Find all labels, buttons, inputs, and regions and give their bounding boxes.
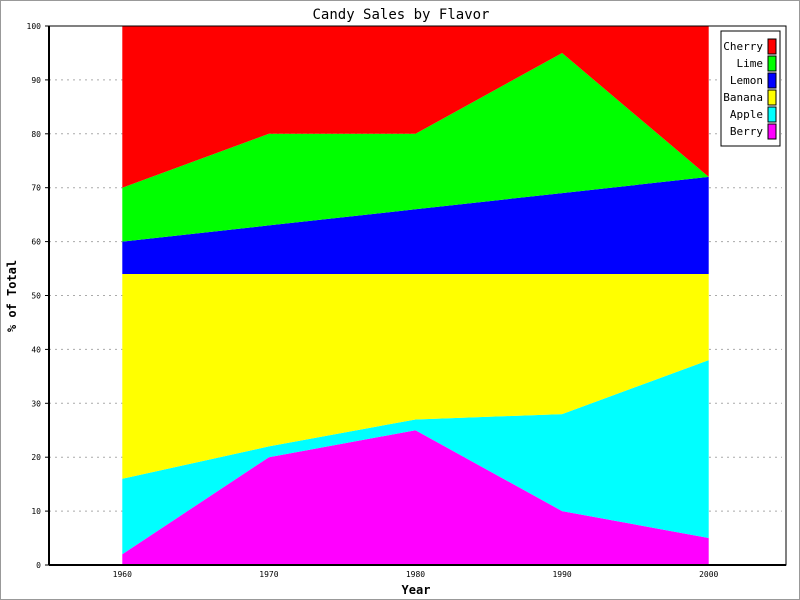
- area-lemon: [122, 176, 709, 274]
- y-tick-label: 40: [31, 345, 41, 354]
- area-cherry: [122, 26, 709, 188]
- x-tick-label: 1990: [552, 570, 571, 579]
- area-lime: [122, 52, 709, 242]
- y-tick-label: 10: [31, 507, 41, 516]
- legend-swatch-lemon: [767, 72, 777, 89]
- legend-swatch-banana: [767, 89, 777, 106]
- y-tick-label: 0: [36, 561, 41, 570]
- area-banana: [122, 273, 709, 479]
- legend-label: Banana: [723, 91, 763, 104]
- legend-swatch-lime: [767, 55, 777, 72]
- x-tick-label: 1980: [406, 570, 425, 579]
- legend: Cherry Lime Lemon Banana Apple Berry: [720, 30, 781, 147]
- legend-label: Apple: [730, 108, 763, 121]
- y-tick-label: 30: [31, 399, 41, 408]
- legend-swatch-apple: [767, 106, 777, 123]
- legend-label: Lime: [737, 57, 764, 70]
- x-axis-label: Year: [402, 583, 431, 597]
- y-tick-label: 100: [27, 22, 42, 31]
- y-axis-label: % of Total: [5, 260, 19, 332]
- legend-swatch-cherry: [767, 38, 777, 55]
- x-tick-label: 1960: [113, 570, 132, 579]
- y-tick-label: 80: [31, 130, 41, 139]
- area-apple: [122, 360, 709, 555]
- legend-label: Berry: [730, 125, 763, 138]
- chart-title: Candy Sales by Flavor: [312, 7, 489, 23]
- x-tick-label: 2000: [699, 570, 718, 579]
- y-tick-label: 50: [31, 292, 41, 301]
- x-tick-label: 1970: [259, 570, 278, 579]
- y-tick-label: 70: [31, 184, 41, 193]
- area-berry: [122, 430, 709, 565]
- y-tick-label: 60: [31, 238, 41, 247]
- legend-label: Lemon: [730, 74, 763, 87]
- y-tick-label: 20: [31, 453, 41, 462]
- legend-label: Cherry: [723, 40, 763, 53]
- legend-swatch-berry: [767, 123, 777, 140]
- y-tick-label: 90: [31, 76, 41, 85]
